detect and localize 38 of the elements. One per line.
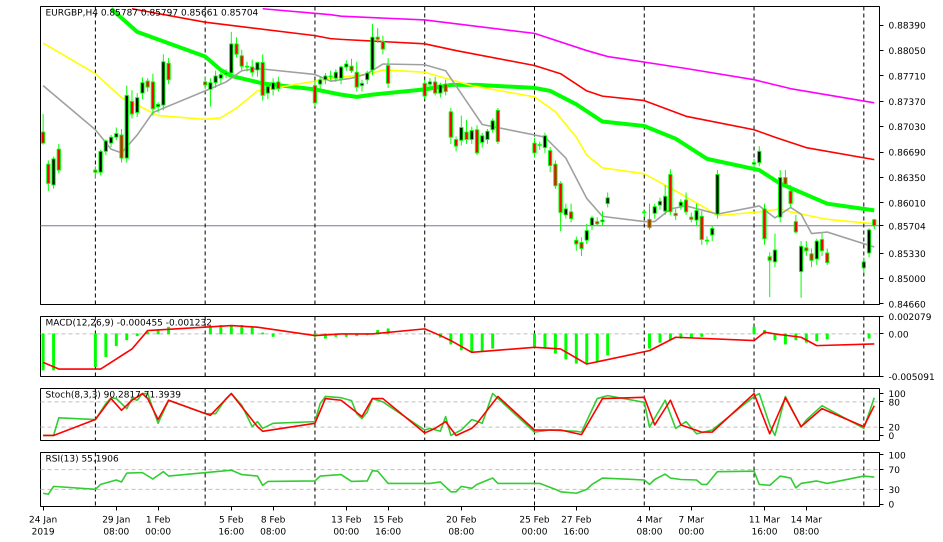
y-tick-label: 20 xyxy=(888,424,900,434)
x-tick-label: 5 Feb 16:00 xyxy=(218,516,245,538)
y-tick-label: 0 xyxy=(888,432,894,442)
x-tick-label: 1 Feb 00:00 xyxy=(145,516,172,538)
y-tick-label: 0.86350 xyxy=(888,174,926,184)
ref-line-label: 0.85704 xyxy=(888,222,926,232)
x-tick-label: 14 Mar 08:00 xyxy=(790,516,822,538)
y-tick-label: 0.86690 xyxy=(888,148,926,159)
y-tick-label: 30 xyxy=(888,486,900,496)
y-tick-label: 0.86010 xyxy=(888,199,926,210)
chart-title: MACD(12,26,9) -0.000455 -0.001232 xyxy=(46,318,212,328)
y-tick-label: 0.85000 xyxy=(888,274,926,285)
y-tick-label: 0.002079 xyxy=(888,313,932,323)
y-tick-label: 80 xyxy=(888,398,900,408)
y-tick-label: 0 xyxy=(888,500,894,511)
chart-title: RSI(13) 55.1906 xyxy=(46,454,119,464)
x-tick-label: 24 Jan 2019 xyxy=(29,516,58,538)
x-tick-label: 25 Feb 00:00 xyxy=(519,516,550,538)
y-tick-label: 0.85330 xyxy=(888,250,926,260)
y-tick-label: 0.00 xyxy=(888,330,909,340)
x-tick-label: 11 Mar 16:00 xyxy=(748,516,780,538)
x-tick-label: 27 Feb 16:00 xyxy=(561,516,592,538)
x-tick-label: 20 Feb 08:00 xyxy=(446,516,477,538)
y-tick-label: 0.88390 xyxy=(888,22,926,32)
y-tick-label: 0.84660 xyxy=(888,300,926,310)
x-tick-label: 7 Mar 00:00 xyxy=(678,516,705,538)
x-tick-label: 15 Feb 16:00 xyxy=(373,516,404,538)
y-tick-label: 0.87370 xyxy=(888,98,926,108)
y-tick-label: -0.005091 xyxy=(888,373,935,383)
y-tick-label: 0.87710 xyxy=(888,72,926,82)
y-tick-label: 70 xyxy=(888,466,900,476)
y-tick-label: 0.87030 xyxy=(888,123,926,134)
x-tick-label: 13 Feb 00:00 xyxy=(331,516,362,538)
x-tick-label: 29 Jan 08:00 xyxy=(102,516,130,538)
x-tick-label: 8 Feb 08:00 xyxy=(260,516,286,538)
y-tick-label: 100 xyxy=(888,451,906,462)
x-tick-label: 4 Mar 08:00 xyxy=(636,516,663,538)
y-tick-label: 0.88050 xyxy=(888,47,926,58)
